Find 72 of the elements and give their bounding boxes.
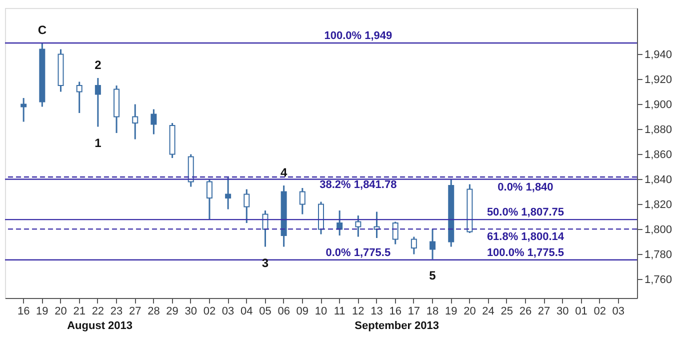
ref-line-label: 0.0% 1,840	[498, 181, 554, 194]
y-tick-label: 1,840	[644, 174, 672, 186]
x-tick-label: 11	[334, 306, 346, 318]
candlestick	[244, 188, 250, 224]
candlestick	[132, 104, 138, 140]
candlestick	[355, 214, 362, 238]
x-tick-label: 21	[73, 306, 86, 318]
candlestick	[336, 210, 343, 236]
x-tick-label: 04	[240, 306, 253, 318]
y-tick-label: 1,920	[644, 74, 672, 86]
x-tick-label: 19	[444, 306, 458, 318]
x-tick-label: 30	[556, 306, 569, 318]
x-tick-label: 02	[203, 306, 216, 318]
x-tick-label: 13	[370, 306, 383, 318]
x-tick-label: 23	[110, 306, 123, 318]
x-tick-label: 22	[92, 306, 104, 318]
x-tick-label: 30	[184, 306, 198, 318]
x-tick-label: 28	[148, 306, 160, 318]
candlestick	[225, 176, 232, 210]
x-tick-label: 24	[482, 306, 494, 318]
x-tick-label: 18	[426, 306, 439, 318]
x-tick-label: 20	[464, 306, 476, 318]
candlestick	[20, 97, 27, 122]
x-tick-label: 09	[296, 306, 309, 318]
x-tick-label: 05	[259, 306, 272, 318]
y-tick-label: 1,940	[644, 48, 672, 61]
candlestick	[150, 108, 157, 135]
x-tick-label: 16	[389, 306, 402, 318]
x-tick-label: 01	[575, 306, 588, 318]
candlestick	[410, 236, 417, 255]
x-tick-label: 03	[612, 306, 625, 318]
x-tick-label: 12	[352, 306, 364, 318]
text: August 2013	[67, 320, 133, 332]
y-tick-label: 1,760	[644, 274, 672, 286]
x-tick-label: 03	[222, 306, 234, 318]
x-tick-label: 10	[314, 306, 328, 318]
y-tick-label: 1,800	[644, 224, 672, 236]
x-tick-label: 16	[17, 306, 30, 318]
x-tick-label: 06	[278, 306, 290, 318]
annotation: 100.0% 1,775.5	[486, 246, 564, 259]
ref-line-label: 100.0% 1,949	[324, 30, 392, 42]
y-tick-label: 1,880	[644, 124, 672, 136]
annotation: 2	[94, 58, 102, 72]
annotation: 4	[280, 166, 288, 180]
y-tick-label: 1,860	[644, 148, 672, 161]
x-tick-label: 29	[166, 306, 178, 318]
x-tick-label: 26	[519, 306, 532, 318]
x-tick-label: 17	[408, 306, 420, 318]
ref-line-label: 0.0% 1,775.5	[326, 246, 391, 259]
candlestick	[299, 187, 306, 215]
candlestick	[206, 178, 212, 220]
ref-line-label: 38.2% 1,841.78	[320, 179, 397, 192]
y-tick-label: 1,900	[644, 98, 672, 111]
x-tick-label: 25	[500, 306, 514, 318]
annotation: C	[38, 23, 47, 37]
candlestick	[76, 81, 82, 114]
x-tick-label: 02	[594, 306, 606, 318]
y-tick-label: 1,820	[644, 198, 672, 211]
x-tick-label: 27	[538, 306, 550, 318]
ref-line-label: 61.8% 1,800.14	[486, 231, 565, 244]
annotation: 5	[429, 268, 436, 282]
candlestick	[392, 221, 398, 245]
x-tick-label: 19	[36, 306, 48, 318]
ref-line-label: 50.0% 1,807.75	[486, 206, 564, 219]
y-tick-label: 1,780	[644, 248, 672, 261]
candlestick	[262, 210, 268, 248]
x-tick-label: 20	[54, 306, 67, 318]
x-tick-label: 27	[128, 306, 142, 318]
annotation: 1	[94, 136, 102, 150]
candlestick	[94, 77, 101, 128]
text: September 2013	[354, 320, 440, 332]
candlestick	[430, 228, 436, 260]
